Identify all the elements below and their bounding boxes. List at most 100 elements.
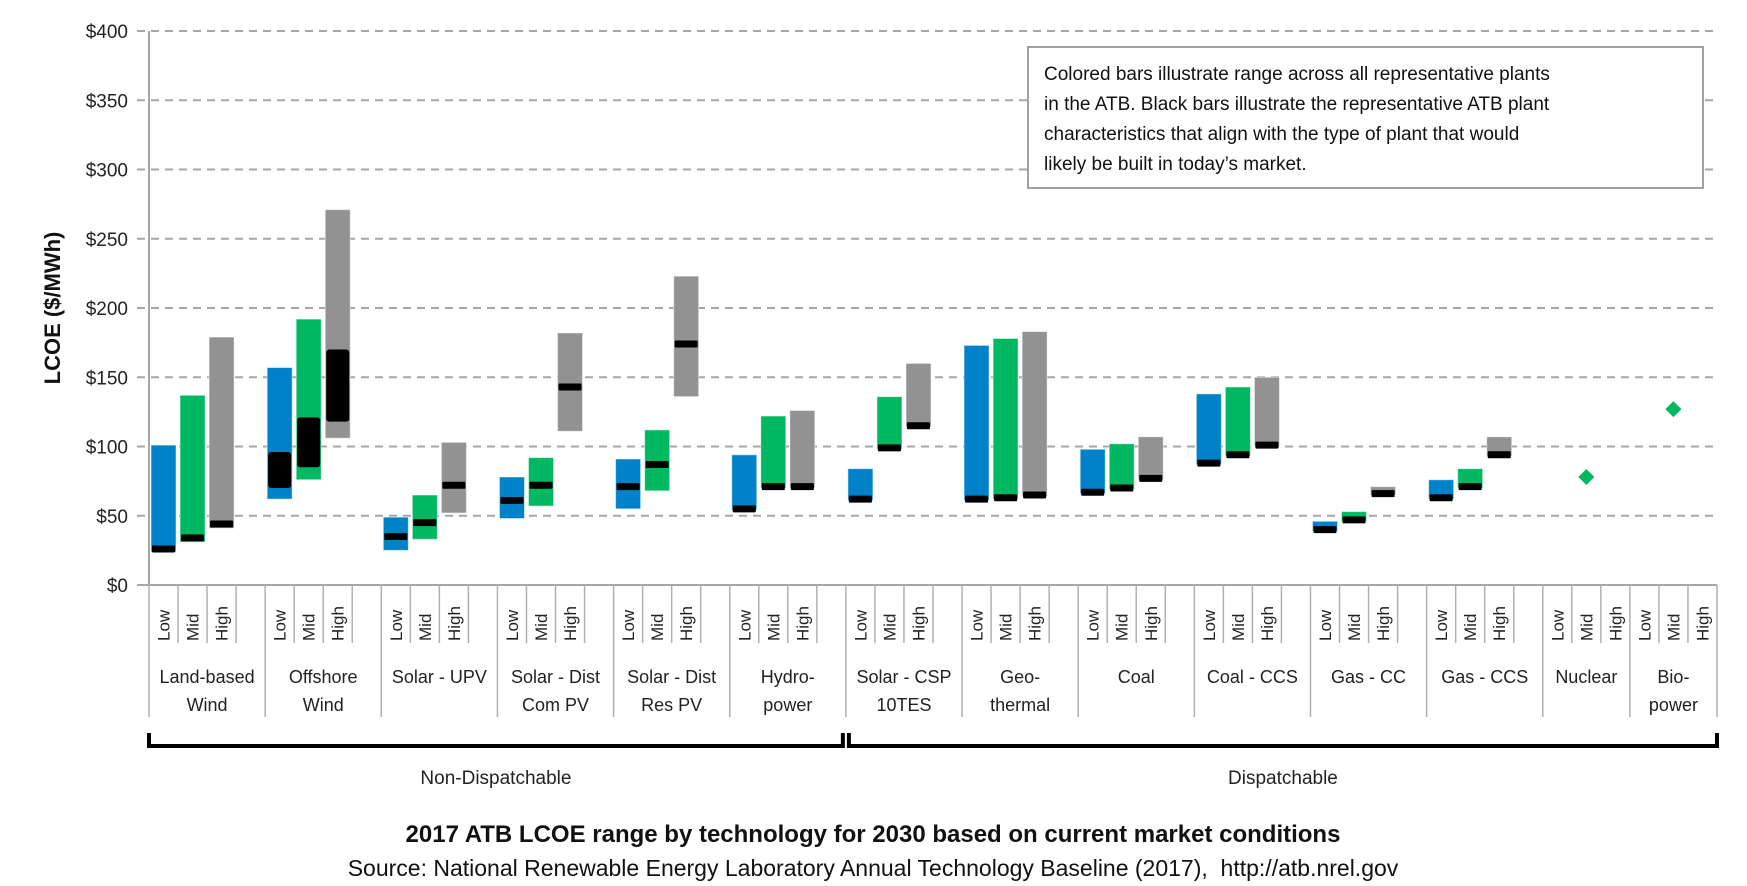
range-bar-mid <box>411 494 438 540</box>
range-bar-high <box>1137 436 1164 481</box>
category-label: power <box>763 695 812 715</box>
range-bar-mid <box>179 394 206 543</box>
annotation-line: characteristics that align with the type… <box>1044 124 1519 145</box>
range-bar-low <box>847 468 874 502</box>
annotation-line: Colored bars illustrate range across all… <box>1044 64 1550 85</box>
chart-source: Source: National Renewable Energy Labora… <box>348 855 1399 881</box>
scenario-tick-label: High <box>1606 606 1625 641</box>
representative-bar-mid <box>297 417 321 468</box>
y-tick-label: $150 <box>86 368 128 389</box>
category-label: power <box>1649 695 1698 715</box>
representative-bar-high <box>906 422 930 430</box>
range-bar-high <box>1021 331 1048 497</box>
scenario-tick-label: High <box>1026 606 1045 641</box>
representative-bar-low <box>616 483 640 491</box>
representative-bar-high <box>1371 490 1395 498</box>
range-bar-low <box>731 454 758 511</box>
y-tick-label: $300 <box>86 161 128 182</box>
scenario-tick-label: Mid <box>1461 614 1480 641</box>
scenario-tick-label: Low <box>1635 609 1654 641</box>
representative-bar-mid <box>994 494 1018 502</box>
y-tick-label: $250 <box>86 230 128 251</box>
scenario-tick-label: High <box>677 606 696 641</box>
y-tick-label: $350 <box>86 91 128 112</box>
category-label: Solar - Dist <box>627 667 716 687</box>
representative-bar-low <box>1081 488 1105 496</box>
range-bar-mid <box>992 337 1019 500</box>
scenario-tick-label: High <box>1374 606 1393 641</box>
category-label: Coal <box>1118 667 1155 687</box>
scenario-tick-label: High <box>1258 606 1277 641</box>
group-brackets: Non-Dispatchable Dispatchable <box>147 733 1719 789</box>
range-bar-high <box>789 409 816 489</box>
scenario-tick-label: Low <box>155 609 174 641</box>
range-bar-mid <box>1108 443 1135 490</box>
representative-bar-low <box>384 533 408 541</box>
scenario-tick-label: High <box>445 606 464 641</box>
annotation-line: likely be built in today’s market. <box>1044 154 1307 175</box>
x-axis: Low Mid High Land-based Wind Low Mid High Offsho… <box>148 585 1718 717</box>
y-tick-label: $200 <box>86 299 128 320</box>
scenario-tick-label: Low <box>1084 609 1103 641</box>
category-label: Land-based <box>160 667 255 687</box>
representative-bar-mid <box>1110 484 1134 492</box>
range-bar-low <box>150 444 177 553</box>
category-label: thermal <box>990 695 1050 715</box>
scenario-tick-label: High <box>561 606 580 641</box>
range-bar-low <box>1195 393 1222 466</box>
chart-title: 2017 ATB LCOE range by technology for 20… <box>406 821 1341 848</box>
representative-bar-high <box>1487 451 1511 459</box>
bars <box>150 209 1682 553</box>
representative-bar-mid <box>1458 483 1482 491</box>
y-tick-label: $50 <box>96 507 128 528</box>
scenario-tick-label: Low <box>851 609 870 641</box>
category-label: Wind <box>187 695 228 715</box>
representative-bar-low <box>965 495 989 503</box>
representative-bar-high <box>442 481 466 489</box>
representative-bar-low <box>1197 459 1221 467</box>
scenario-tick-label: Low <box>1432 609 1451 641</box>
representative-bar-high <box>558 383 582 391</box>
scenario-tick-label: High <box>1490 606 1509 641</box>
scenario-tick-label: High <box>329 606 348 641</box>
group-bracket <box>147 733 845 748</box>
range-bar-high <box>557 332 584 432</box>
group-bracket <box>846 733 1719 748</box>
annotation-box: Colored bars illustrate range across all… <box>1027 46 1704 189</box>
representative-bar-low <box>500 497 524 505</box>
representative-bar-high <box>1023 491 1047 499</box>
scenario-tick-label: Mid <box>1113 614 1132 641</box>
representative-bar-high <box>1139 474 1163 482</box>
category-label: Solar - CSP <box>856 667 951 687</box>
representative-bar-high <box>326 349 350 422</box>
representative-bar-mid <box>181 534 205 542</box>
scenario-tick-label: Mid <box>1229 614 1248 641</box>
representative-bar-low <box>1429 494 1453 502</box>
category-label: Nuclear <box>1555 667 1617 687</box>
scenario-tick-label: Mid <box>1345 614 1364 641</box>
category-label: Geo- <box>1000 667 1040 687</box>
group-label: Non-Dispatchable <box>420 768 571 789</box>
scenario-tick-label: Low <box>503 609 522 641</box>
category-label: Gas - CCS <box>1441 667 1528 687</box>
range-bar-high <box>905 362 932 428</box>
category-label: Coal - CCS <box>1207 667 1298 687</box>
scenario-tick-label: Mid <box>300 614 319 641</box>
representative-bar-low <box>152 545 176 553</box>
representative-bar-mid <box>1342 516 1366 524</box>
scenario-tick-label: High <box>213 606 232 641</box>
y-tick-label: $100 <box>86 438 128 459</box>
representative-bar-mid <box>1226 451 1250 459</box>
scenario-tick-label: Low <box>1548 609 1567 641</box>
representative-bar-low <box>268 452 292 489</box>
scenario-tick-label: Low <box>387 609 406 641</box>
range-bar-mid <box>644 429 671 492</box>
scenario-tick-label: Mid <box>1664 614 1683 641</box>
scenario-tick-label: Mid <box>532 614 551 641</box>
category-label: Solar - UPV <box>392 667 487 687</box>
scenario-tick-label: Low <box>968 609 987 641</box>
category-label: Gas - CC <box>1331 667 1406 687</box>
category-label: Bio- <box>1657 667 1689 687</box>
category-label: Res PV <box>641 695 702 715</box>
